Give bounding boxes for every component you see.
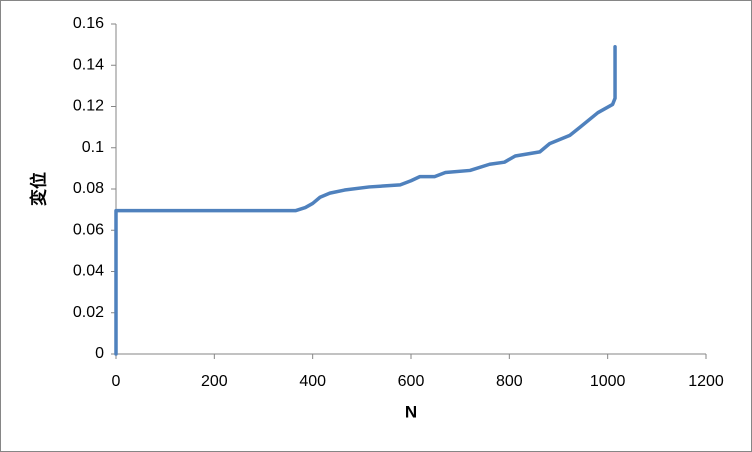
y-tick-label: 0.06	[73, 221, 104, 238]
x-axis-title: N	[405, 402, 417, 421]
x-tick-label: 1200	[688, 373, 724, 390]
x-tick-label: 1000	[590, 373, 626, 390]
y-tick-label: 0.08	[73, 180, 104, 197]
x-tick-label: 600	[398, 373, 425, 390]
y-tick-label: 0.1	[82, 139, 104, 156]
x-tick-label: 200	[201, 373, 228, 390]
y-tick-label: 0.14	[73, 56, 104, 73]
y-tick-label: 0.12	[73, 98, 104, 115]
y-tick-label: 0.02	[73, 304, 104, 321]
x-tick-label: 400	[299, 373, 326, 390]
y-tick-label: 0.04	[73, 263, 104, 280]
x-tick-label: 0	[112, 373, 121, 390]
x-tick-label: 800	[496, 373, 523, 390]
y-tick-label: 0.16	[73, 15, 104, 32]
data-line	[114, 44, 617, 356]
y-axis-title: 変位	[28, 172, 48, 206]
y-tick-label: 0	[95, 345, 104, 362]
